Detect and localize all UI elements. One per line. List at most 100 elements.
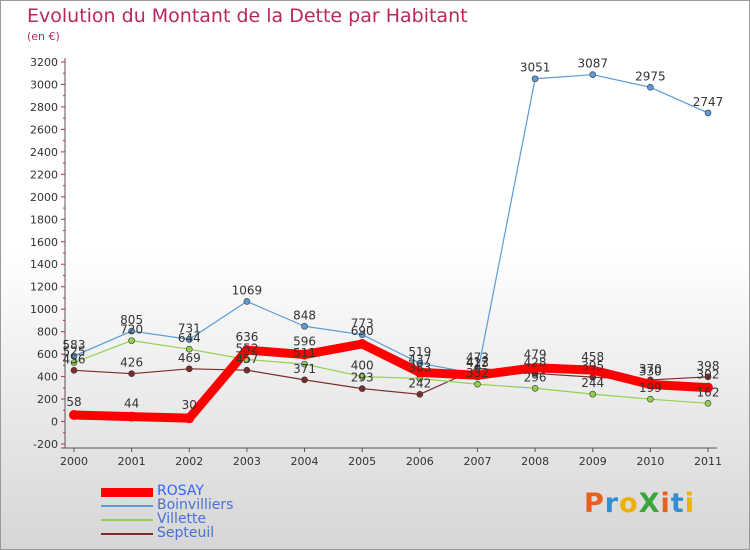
- x-tick-label: 2006: [406, 455, 434, 468]
- x-tick-label: 2003: [233, 455, 261, 468]
- data-label-septeuil: 395: [581, 359, 604, 373]
- y-tick-label: 2800: [30, 101, 58, 114]
- series-lines: [69, 71, 713, 424]
- data-label-villette: 525: [63, 345, 86, 359]
- data-label-septeuil: 398: [697, 359, 720, 373]
- data-label-boinvilliers: 423: [466, 356, 489, 370]
- data-label-rosay: 30: [182, 398, 197, 412]
- x-tick-label: 2007: [463, 455, 491, 468]
- data-label-septeuil: 428: [524, 355, 547, 369]
- x-tick-label: 2011: [694, 455, 722, 468]
- data-label-septeuil: 469: [178, 351, 201, 365]
- data-label-septeuil: 473: [466, 350, 489, 364]
- data-label-villette: 383: [408, 360, 431, 374]
- data-label-boinvilliers: 2747: [693, 95, 724, 109]
- y-tick-label: 2200: [30, 168, 58, 181]
- data-label-rosay: 458: [581, 350, 604, 364]
- y-tick-label: 1400: [30, 258, 58, 271]
- point-rosay: [299, 349, 310, 360]
- data-labels: 456 426 469 457 371 293 242 473 428 395 370 398 525 7…: [63, 57, 724, 412]
- y-tick-label: 800: [37, 326, 58, 339]
- data-label-boinvilliers: 773: [351, 317, 374, 331]
- point-villette: [647, 395, 654, 403]
- data-label-rosay: 58: [66, 395, 81, 409]
- point-rosay: [587, 365, 598, 376]
- y-tick-label: -200: [33, 438, 58, 451]
- point-villette: [589, 390, 597, 398]
- point-rosay: [645, 379, 656, 390]
- data-label-rosay: 44: [124, 397, 139, 411]
- y-tick-label: 1800: [30, 213, 58, 226]
- point-septeuil: [243, 366, 251, 374]
- point-rosay: [530, 362, 541, 373]
- y-tick-label: 1600: [30, 236, 58, 249]
- y-tick-label: 1200: [30, 281, 58, 294]
- data-label-rosay: 302: [697, 368, 720, 382]
- point-septeuil: [301, 376, 308, 384]
- x-tick-label: 2008: [521, 455, 549, 468]
- x-tick-label: 2002: [175, 455, 203, 468]
- series-line-villette: [73, 340, 709, 404]
- data-label-villette: 644: [178, 331, 201, 345]
- point-rosay: [184, 413, 195, 424]
- legend-item-villette: Villette: [101, 511, 361, 527]
- point-septeuil: [185, 365, 193, 373]
- point-rosay: [703, 382, 713, 393]
- legend-item-boinvilliers: Boinvilliers: [101, 497, 361, 513]
- point-boinvilliers: [358, 331, 366, 338]
- data-label-villette: 162: [697, 385, 720, 399]
- point-boinvilliers: [416, 359, 424, 367]
- data-label-boinvilliers: 3087: [577, 57, 608, 71]
- data-label-septeuil: 370: [639, 362, 662, 376]
- point-rosay: [414, 367, 425, 378]
- point-rosay: [69, 410, 79, 421]
- data-label-septeuil: 456: [63, 352, 86, 366]
- y-tick-label: 2600: [30, 123, 58, 136]
- series-line-boinvilliers: [73, 74, 709, 375]
- axes: -200 0 200 400 600 800 1000 1200 1400 1600 1800 200…: [30, 56, 722, 468]
- data-label-septeuil: 242: [408, 376, 431, 390]
- y-tick-label: 400: [37, 371, 58, 384]
- data-label-boinvilliers: 583: [63, 338, 86, 352]
- data-label-boinvilliers: 1069: [232, 283, 263, 297]
- data-label-villette: 511: [293, 346, 316, 360]
- data-label-rosay: 330: [639, 364, 662, 378]
- point-boinvilliers: [704, 109, 712, 117]
- data-label-boinvilliers: 3051: [520, 61, 551, 75]
- x-tick-label: 2005: [348, 455, 376, 468]
- point-villette: [70, 359, 78, 366]
- data-label-septeuil: 371: [293, 362, 316, 376]
- chart-legend: ROSAY Boinvilliers Villette Septeuil: [101, 483, 361, 541]
- data-label-villette: 400: [351, 359, 374, 373]
- point-villette: [531, 384, 539, 392]
- legend-swatch: [101, 488, 153, 497]
- point-boinvilliers: [647, 83, 654, 91]
- data-label-rosay: 596: [293, 335, 316, 349]
- point-rosay: [472, 370, 483, 381]
- series-line-rosay: [69, 339, 713, 423]
- x-tick-label: 2001: [118, 455, 146, 468]
- point-septeuil: [358, 385, 366, 392]
- point-villette: [358, 373, 366, 380]
- legend-item-septeuil: Septeuil: [101, 525, 361, 541]
- y-tick-label: 1000: [30, 303, 58, 316]
- x-tick-label: 2009: [579, 455, 607, 468]
- data-label-villette: 199: [639, 381, 662, 395]
- legend-label: Septeuil: [157, 525, 215, 541]
- point-villette: [704, 400, 712, 407]
- point-boinvilliers: [128, 327, 135, 335]
- point-villette: [185, 345, 193, 353]
- point-septeuil: [70, 366, 78, 374]
- y-tick-label: 200: [37, 393, 58, 406]
- point-villette: [128, 337, 135, 344]
- data-label-villette: 552: [235, 342, 258, 356]
- point-septeuil: [416, 391, 424, 398]
- data-label-septeuil: 457: [235, 352, 258, 366]
- y-tick-label: 2400: [30, 146, 58, 159]
- x-tick-label: 2010: [636, 455, 664, 468]
- logo-letter: X: [638, 488, 661, 519]
- data-label-rosay: 412: [466, 355, 489, 369]
- chart-subtitle: (en €): [27, 30, 60, 43]
